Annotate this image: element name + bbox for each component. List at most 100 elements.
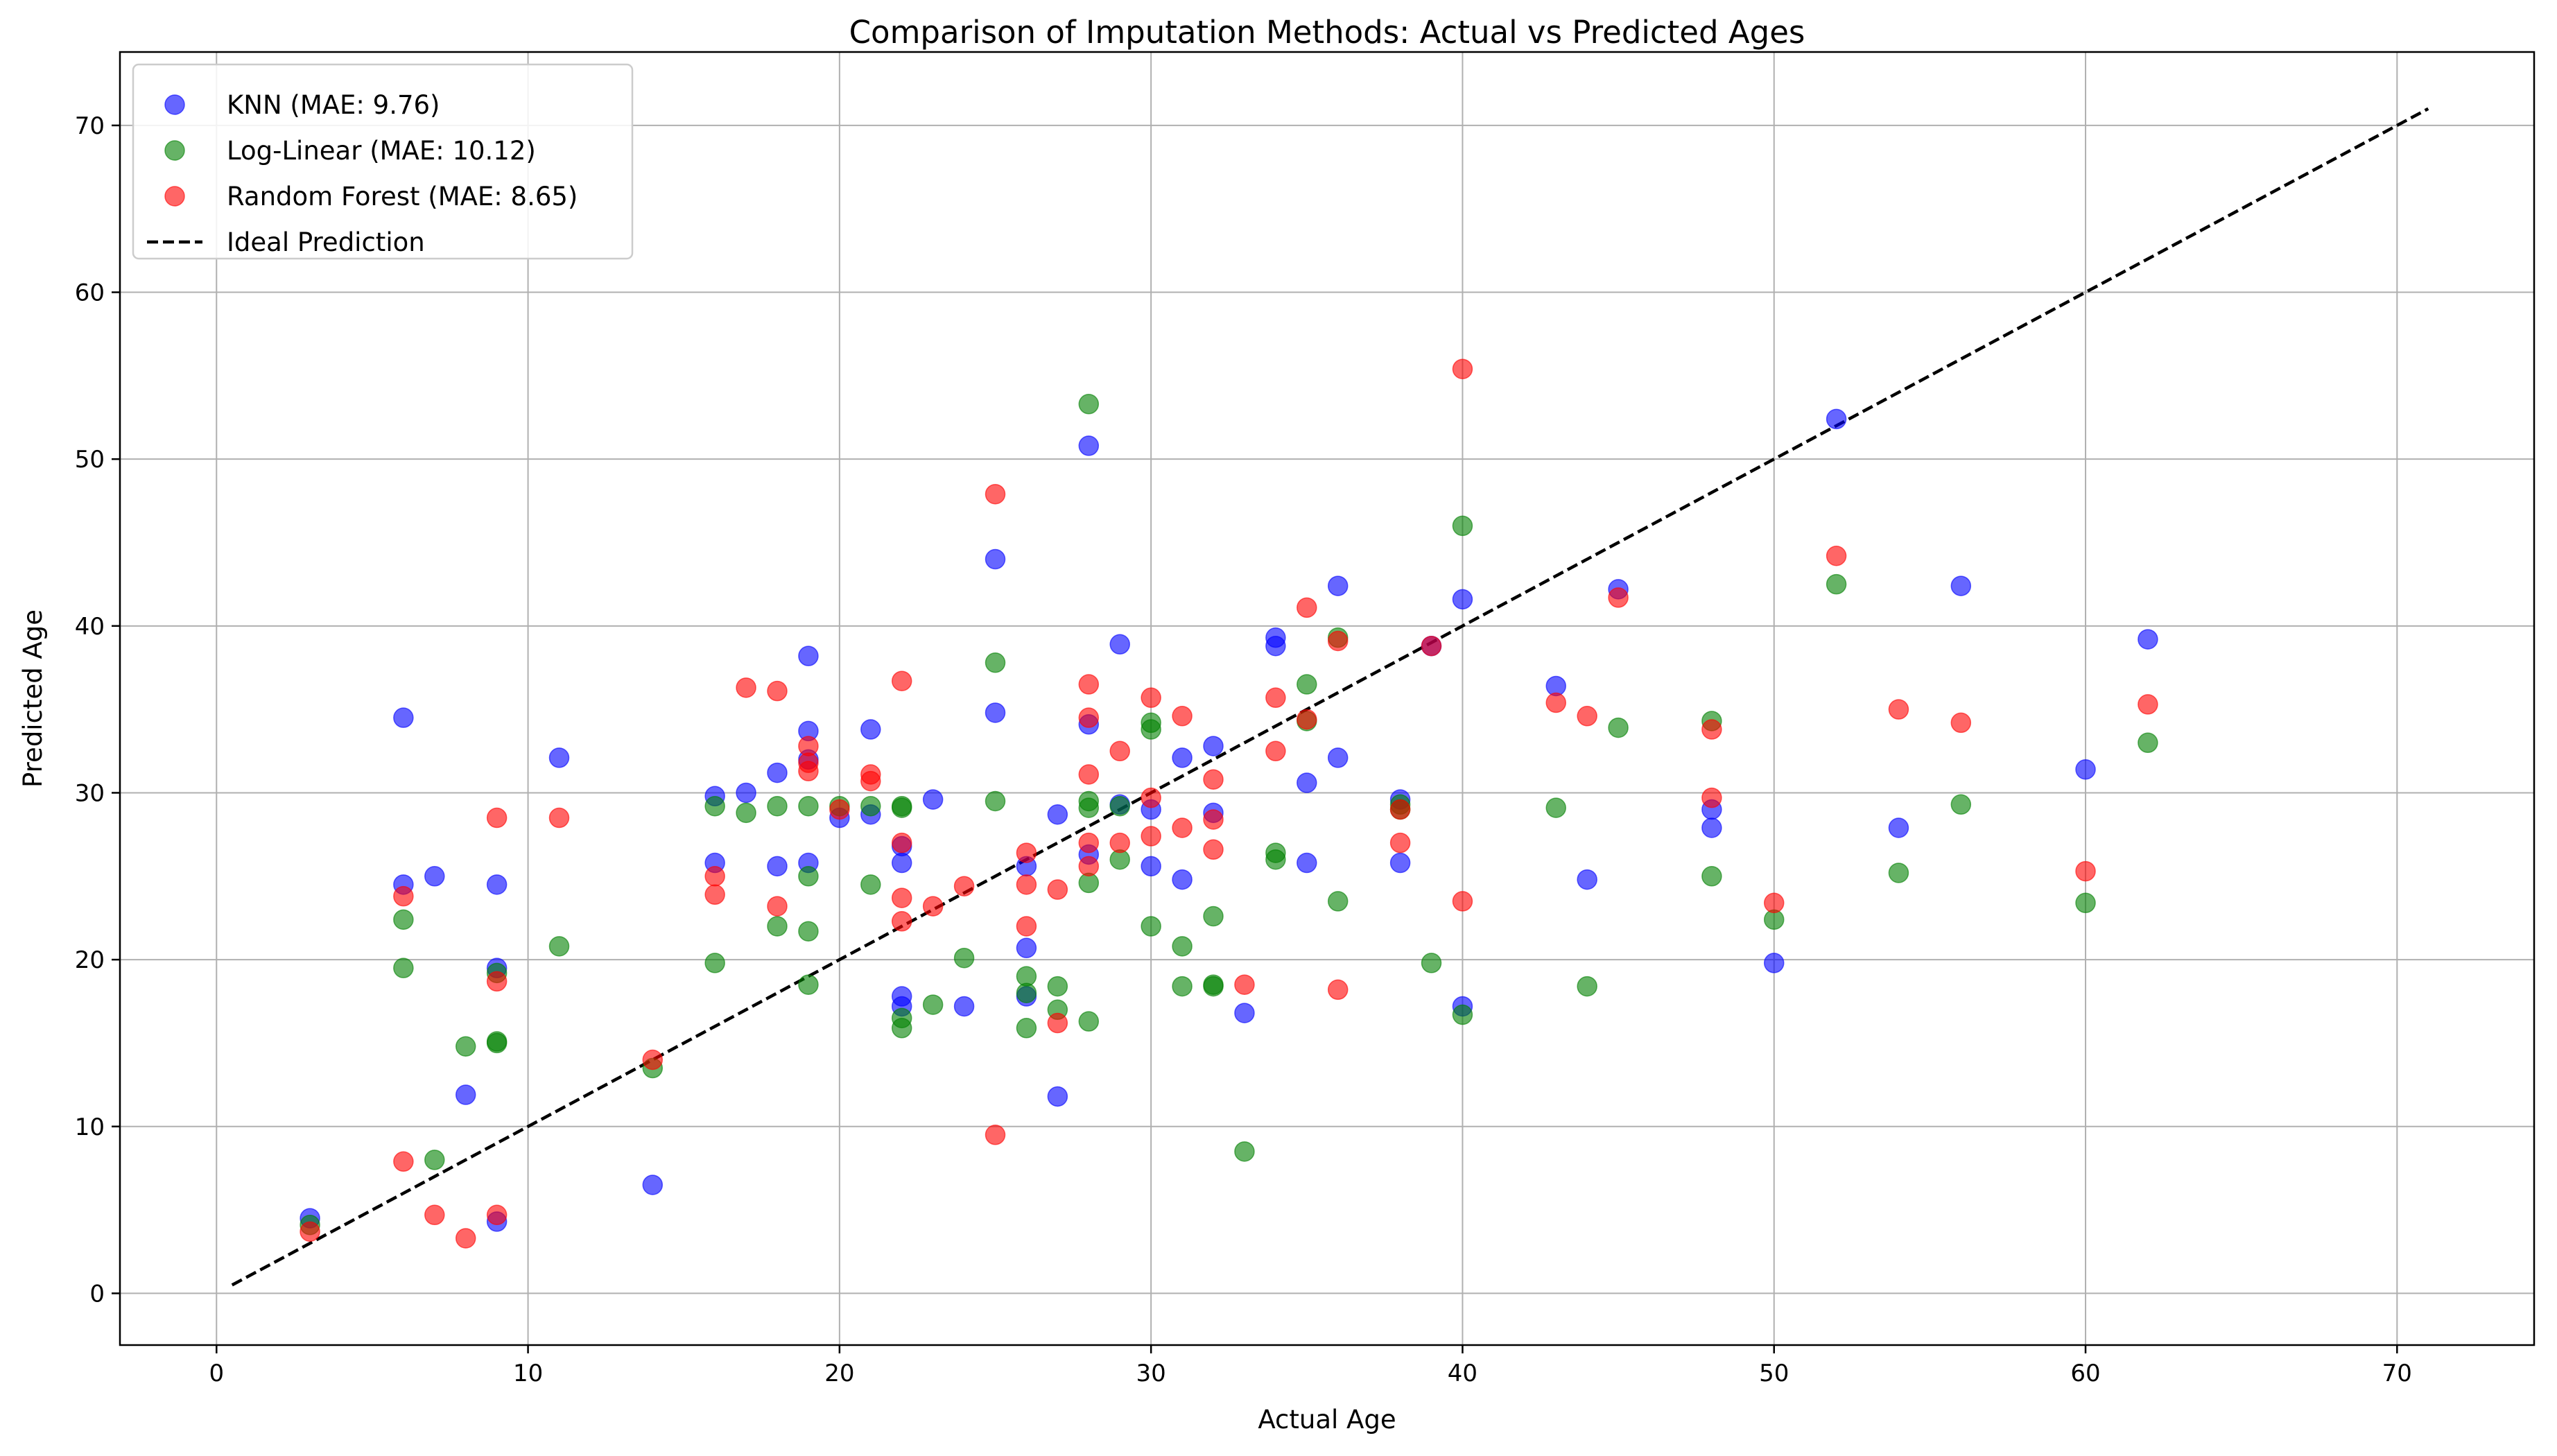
data-point [1327,747,1349,768]
data-point [486,1032,508,1054]
data-point [1608,587,1629,608]
x-tick-label: 40 [1448,1360,1477,1387]
data-point [1078,856,1100,877]
data-point [486,971,508,992]
data-point [642,1175,664,1195]
data-point [1452,891,1473,912]
y-tick-label: 0 [89,1280,105,1308]
data-point [1763,953,1785,973]
data-point [1234,974,1255,995]
data-point [985,483,1006,505]
data-point [1016,937,1037,959]
data-point [1047,1012,1068,1034]
data-point [2138,694,2158,715]
legend-label: Log-Linear (MAE: 10.12) [227,136,536,166]
data-point [891,670,912,691]
x-axis-label: Actual Age [1258,1405,1396,1435]
x-tick-label: 50 [1759,1360,1789,1387]
y-tick-label: 60 [75,279,105,307]
data-point [393,1151,414,1172]
data-point [1327,630,1349,652]
data-point [1265,849,1286,870]
data-point [891,887,912,908]
data-point [1172,747,1193,768]
x-tick-label: 70 [2382,1360,2412,1387]
data-point [1172,936,1193,957]
data-point [1701,719,1722,740]
data-point [829,799,850,820]
data-point [1234,1003,1255,1023]
data-point [891,832,912,853]
data-point [1826,573,1847,595]
data-point [548,747,570,768]
series-1 [300,394,2158,1236]
data-point [1172,869,1193,890]
grid-lines [120,52,2534,1345]
data-point [985,790,1006,812]
data-point [1203,976,1224,997]
data-point [736,782,756,804]
data-point [767,856,788,877]
data-point [1141,826,1161,847]
data-points-layer [300,358,2158,1249]
data-point [1950,794,1972,815]
data-point [704,953,725,973]
data-point [860,874,881,895]
y-tick-label: 20 [75,946,105,974]
chart-title: Comparison of Imputation Methods: Actual… [849,14,1805,51]
data-point [953,947,975,969]
data-point [1172,817,1193,838]
data-point [1389,799,1411,820]
x-tick-label: 0 [209,1360,224,1387]
data-point [1950,575,1972,596]
data-point [1701,866,1722,887]
legend-marker [164,94,185,115]
legend-label: Ideal Prediction [227,227,425,257]
data-point [1141,687,1161,709]
x-tick-label: 10 [513,1360,543,1387]
legend-marker [164,186,185,207]
data-point [1265,635,1286,657]
data-point [1047,976,1068,997]
data-point [1826,408,1847,430]
data-point [798,866,819,887]
data-point [486,1204,508,1226]
data-point [1078,764,1100,785]
data-point [1577,869,1597,890]
data-point [1109,795,1130,817]
y-axis-label: Predicted Age [18,609,48,788]
data-point [1047,879,1068,900]
data-point [1297,852,1317,874]
data-point [1172,706,1193,727]
data-point [922,896,944,917]
data-point [704,884,725,905]
data-point [1141,916,1161,937]
data-point [393,957,414,978]
data-point [1141,719,1161,740]
data-point [985,548,1006,570]
y-tick-label: 10 [75,1113,105,1141]
data-point [1327,979,1349,1000]
data-point [985,1125,1006,1145]
data-point [1016,916,1037,937]
data-point [953,876,975,896]
data-point [2075,759,2096,780]
data-point [1327,891,1349,912]
data-point [1389,852,1411,874]
data-point [1950,712,1972,734]
data-point [1078,435,1100,456]
y-axis-ticks: 0 10 20 30 40 50 60 70 [75,112,120,1308]
data-point [548,807,570,829]
data-point [1888,817,1909,838]
data-point [1109,740,1130,762]
x-tick-label: 20 [824,1360,854,1387]
x-axis-ticks: 0 10 20 30 40 50 60 70 [209,1345,2412,1387]
data-point [1452,515,1473,537]
legend-label: KNN (MAE: 9.76) [227,90,440,120]
data-point [1016,874,1037,895]
y-tick-label: 70 [75,112,105,140]
data-point [424,866,445,887]
ideal-prediction-layer [231,107,2429,1287]
data-point [736,677,756,698]
data-point [1297,597,1317,618]
